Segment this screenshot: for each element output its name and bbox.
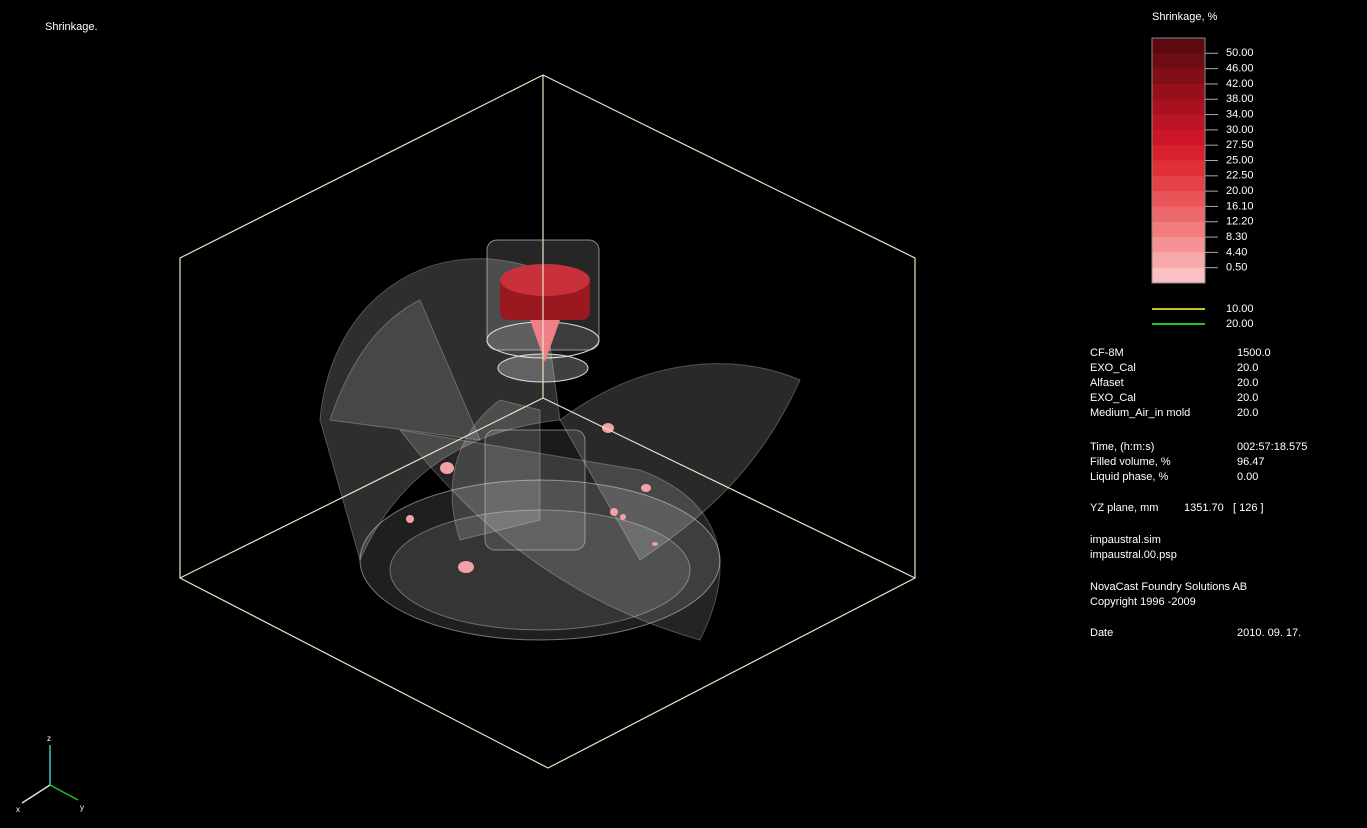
material-value: 20.0	[1237, 392, 1258, 404]
company-line: NovaCast Foundry Solutions AB	[1090, 581, 1247, 593]
legend-band	[1152, 114, 1205, 131]
legend-band	[1152, 160, 1205, 177]
legend-band	[1152, 38, 1205, 54]
legend-band	[1152, 145, 1205, 161]
status-name: Time, (h:m:s)	[1090, 441, 1154, 453]
material-name: CF-8M	[1090, 347, 1124, 359]
material-value: 20.0	[1237, 362, 1258, 374]
legend-band	[1152, 68, 1205, 85]
file-name: impaustral.sim	[1090, 534, 1161, 546]
legend-band	[1152, 53, 1205, 70]
shrinkage-spot	[440, 462, 454, 474]
material-name: EXO_Cal	[1090, 362, 1136, 374]
legend-band	[1152, 99, 1205, 116]
view-title: Shrinkage.	[45, 21, 98, 33]
shrinkage-cone	[530, 320, 560, 362]
feeder-top	[500, 264, 590, 296]
legend-label: 16.10	[1226, 200, 1254, 212]
legend-label: 42.00	[1226, 78, 1254, 90]
material-value: 20.0	[1237, 407, 1258, 419]
legend-band	[1152, 237, 1205, 253]
model	[319, 239, 801, 641]
legend-label: 22.50	[1226, 170, 1254, 182]
date-label: Date	[1090, 627, 1113, 639]
legend-label: 8.30	[1226, 231, 1247, 243]
legend-label: 46.00	[1226, 63, 1254, 75]
shrinkage-regions	[406, 264, 658, 573]
legend-band	[1152, 206, 1205, 223]
legend-band	[1152, 267, 1205, 284]
material-name: Medium_Air_in mold	[1090, 407, 1190, 419]
legend-band	[1152, 83, 1205, 100]
legend-label: 20.00	[1226, 185, 1254, 197]
legend-label: 0.50	[1226, 262, 1247, 274]
axis-label: x	[16, 805, 20, 814]
status-name: Filled volume, %	[1090, 456, 1171, 468]
shrinkage-spot	[652, 542, 658, 546]
material-name: EXO_Cal	[1090, 392, 1136, 404]
shrinkage-spot	[620, 514, 626, 520]
legend-line-label: 10.00	[1226, 303, 1254, 315]
shrinkage-spot	[641, 484, 651, 492]
legend-line-label: 20.00	[1226, 318, 1254, 330]
shrinkage-spot	[406, 515, 414, 523]
legend-label: 27.50	[1226, 139, 1254, 151]
legend-label: 12.20	[1226, 216, 1254, 228]
status-value: 002:57:18.575	[1237, 441, 1307, 453]
axis-label: z	[47, 734, 51, 743]
legend-label: 25.00	[1226, 154, 1254, 166]
legend-label: 4.40	[1226, 246, 1247, 258]
company-line: Copyright 1996 -2009	[1090, 596, 1196, 608]
legend-label: 34.00	[1226, 108, 1254, 120]
legend-band	[1152, 252, 1205, 269]
shrinkage-spot	[458, 561, 474, 573]
axis-triad	[21, 745, 79, 804]
axis-label: y	[80, 803, 84, 812]
legend-band	[1152, 221, 1205, 238]
plane-label: YZ plane, mm	[1090, 502, 1158, 514]
material-value: 1500.0	[1237, 347, 1271, 359]
status-name: Liquid phase, %	[1090, 471, 1168, 483]
legend-title: Shrinkage, %	[1152, 11, 1218, 23]
plane-index: [ 126 ]	[1233, 502, 1264, 514]
legend-label: 30.00	[1226, 124, 1254, 136]
legend-label: 38.00	[1226, 93, 1254, 105]
shrinkage-spot	[610, 508, 618, 516]
status-value: 96.47	[1237, 456, 1265, 468]
legend-band	[1152, 175, 1205, 192]
material-value: 20.0	[1237, 377, 1258, 389]
file-name: impaustral.00.psp	[1090, 549, 1177, 561]
legend-label: 50.00	[1226, 47, 1254, 59]
plane-value: 1351.70	[1184, 502, 1224, 514]
date-value: 2010. 09. 17.	[1237, 627, 1301, 639]
material-name: Alfaset	[1090, 377, 1124, 389]
legend-band	[1152, 129, 1205, 146]
bounding-box	[179, 74, 916, 769]
legend-band	[1152, 191, 1205, 207]
status-value: 0.00	[1237, 471, 1258, 483]
